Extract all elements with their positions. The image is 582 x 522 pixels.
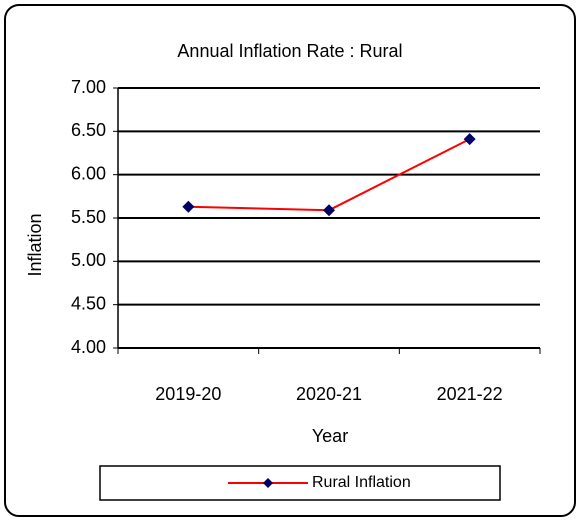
y-axis-label: Inflation: [25, 213, 45, 276]
x-axis-label: Year: [312, 426, 348, 446]
y-tick-label: 4.00: [71, 337, 106, 357]
y-tick-label: 6.50: [71, 120, 106, 140]
marker: [182, 200, 195, 213]
y-tick-label: 5.00: [71, 250, 106, 270]
y-tick-label: 7.00: [71, 77, 106, 97]
legend-marker: [263, 478, 273, 488]
x-tick-label: 2021-22: [437, 384, 503, 404]
marker: [323, 204, 335, 217]
x-tick-label: 2020-21: [296, 384, 362, 404]
chart-title: Annual Inflation Rate : Rural: [177, 41, 402, 61]
marker: [463, 133, 476, 146]
x-tick-label: 2019-20: [155, 384, 221, 404]
y-tick-label: 5.50: [71, 207, 106, 227]
y-tick-label: 6.00: [71, 163, 106, 183]
legend-label: Rural Inflation: [312, 474, 411, 491]
y-tick-label: 4.50: [71, 293, 106, 313]
